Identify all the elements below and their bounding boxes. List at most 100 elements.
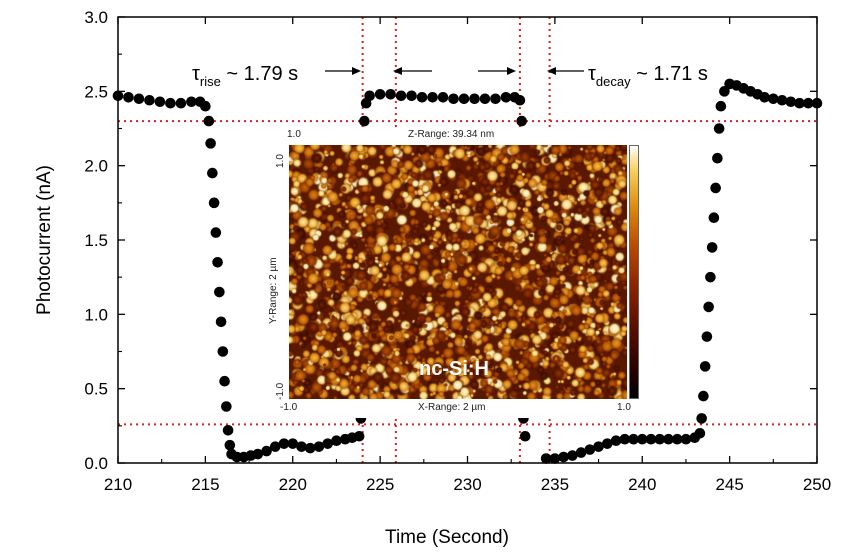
data-point (490, 93, 501, 105)
sample-label: nc-Si:H (419, 358, 489, 380)
data-point (610, 435, 622, 447)
data-point (448, 93, 459, 105)
inset-x-min: -1.0 (280, 402, 298, 413)
inset-top-left-label: 1.0 (287, 129, 301, 140)
data-points (112, 78, 823, 464)
x-tick-label: 210 (104, 475, 132, 494)
data-point (794, 97, 805, 109)
colorbar (629, 145, 639, 399)
afm-topography-image (289, 145, 627, 399)
tau-rise-symbol: τ (192, 63, 200, 85)
data-point (802, 97, 814, 109)
rise-arrowhead-right (393, 67, 402, 75)
data-point (374, 89, 386, 100)
data-point (710, 182, 721, 194)
y-tick-label: 1.5 (84, 231, 108, 250)
data-point (540, 453, 552, 464)
y-tick-label: 0.5 (84, 380, 108, 399)
data-point (224, 439, 236, 451)
inset-z-range: Z-Range: 39.34 nm (408, 129, 495, 140)
inset-x-range: X-Range: 2 µm (418, 402, 486, 413)
data-point (699, 361, 711, 372)
data-point (353, 430, 365, 442)
y-tick-label: 2.0 (84, 157, 108, 176)
data-point (221, 401, 232, 412)
data-point (705, 271, 716, 283)
data-point (567, 450, 578, 461)
data-point (558, 451, 569, 463)
data-point (584, 444, 596, 455)
x-tick-label: 250 (803, 475, 831, 494)
data-point (785, 96, 797, 108)
data-point (479, 93, 491, 105)
data-point (304, 442, 316, 454)
data-point (313, 441, 325, 452)
data-point (331, 435, 342, 447)
data-point (222, 424, 234, 436)
tau-rise-value: ~ 1.79 s (221, 63, 298, 85)
data-point (706, 242, 718, 253)
data-point (364, 90, 375, 102)
x-tick-label: 225 (366, 475, 394, 494)
tau-decay-value: ~ 1.71 s (631, 63, 708, 85)
data-point (514, 94, 526, 106)
data-point (406, 90, 417, 102)
data-point (207, 167, 218, 179)
data-point (519, 430, 531, 442)
data-point (395, 90, 407, 102)
data-point (261, 445, 272, 457)
tau-rise-sub: rise (200, 74, 221, 89)
data-point (759, 91, 770, 103)
data-point (636, 433, 648, 445)
x-tick-label: 235 (541, 475, 569, 494)
data-point (694, 427, 706, 439)
data-point (719, 86, 730, 97)
y-ticks: 0.0 0.5 1.0 1.5 2.0 2.5 3.0 (84, 8, 817, 473)
svg-text:τdecay ~ 1.71 s: τdecay ~ 1.71 s (588, 63, 708, 89)
data-point (469, 93, 480, 105)
decay-annotation: τdecay ~ 1.71 s (478, 63, 708, 89)
decay-arrowhead-left (507, 67, 516, 75)
y-tick-label: 2.5 (84, 82, 108, 101)
data-point (133, 93, 145, 105)
data-point (696, 413, 707, 424)
y-tick-label: 3.0 (84, 8, 108, 27)
afm-inset: 1.0 Z-Range: 39.34 nm 1.0 Y-Range: 2 µm … (268, 128, 644, 418)
data-point (269, 441, 281, 452)
data-point (715, 100, 727, 112)
data-point (671, 433, 683, 445)
data-point (703, 301, 714, 313)
data-point (215, 316, 227, 328)
data-point (416, 91, 428, 103)
data-point (701, 331, 713, 342)
data-point (698, 390, 709, 402)
data-point (123, 91, 134, 103)
data-point (619, 433, 631, 445)
data-point (208, 197, 220, 209)
y-axis-title: Photocurrent (nA) (34, 165, 55, 315)
x-tick-label: 240 (628, 475, 656, 494)
data-point (628, 433, 639, 445)
rise-annotation: τrise ~ 1.79 s (192, 63, 432, 89)
data-point (593, 441, 604, 452)
data-point (217, 346, 229, 357)
data-point (437, 91, 449, 103)
x-tick-label: 220 (279, 475, 307, 494)
data-point (210, 227, 222, 238)
data-point (768, 93, 779, 105)
data-point (458, 93, 470, 105)
x-tick-label: 215 (191, 475, 219, 494)
data-point (212, 257, 223, 268)
data-point (575, 447, 587, 458)
data-point (200, 100, 211, 112)
data-point (214, 286, 225, 298)
decay-arrowhead-right (547, 67, 556, 75)
data-point (205, 138, 216, 149)
data-point (175, 97, 187, 109)
data-point (296, 441, 307, 452)
data-point (663, 433, 674, 445)
data-point (712, 152, 723, 164)
data-point (203, 115, 215, 127)
data-point (154, 96, 166, 108)
